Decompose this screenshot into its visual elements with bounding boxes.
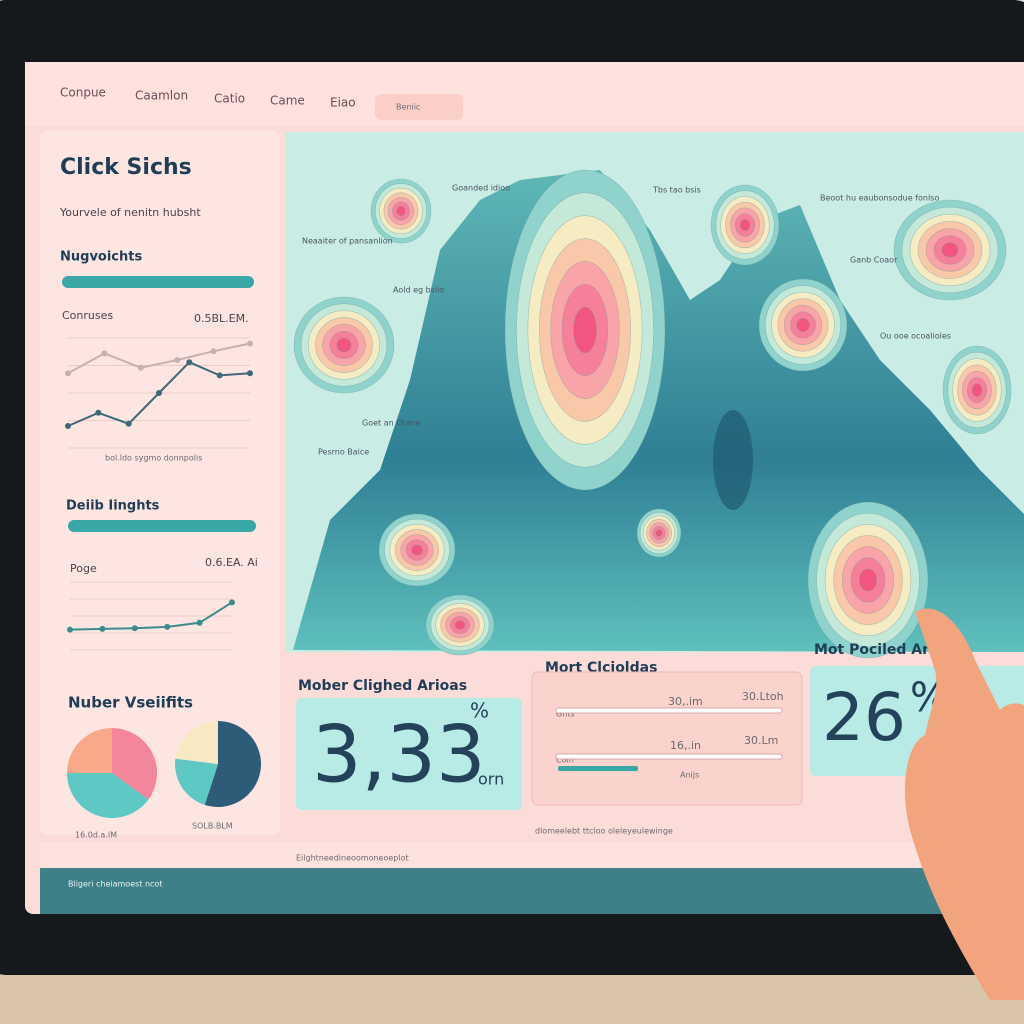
heatmap-label: Pesrno Baice [318,448,369,457]
point [95,409,102,416]
cold-spot [713,410,753,510]
chart-label: Conruses [62,309,113,322]
point [67,626,73,633]
row-left: 16,.in [670,739,701,752]
hotspot-ring [971,383,983,397]
line [67,342,251,375]
heatmap-label: Tbs tao bsis [652,186,701,195]
point [65,370,71,377]
heatmap[interactable] [285,132,1024,659]
nav-item[interactable]: Eiao [330,96,356,110]
point [131,625,138,632]
row-label: Coin [556,756,574,765]
nav-item[interactable]: Catio [214,92,245,106]
pie-caption: SOLB.BLM [192,822,233,831]
footer-text: dlomeelebt ttcloo oleleyeulewinge [535,827,673,836]
point [229,599,235,606]
chart-value: 0.5BL.EM. [194,312,249,325]
point [156,390,162,396]
heatmap-label: Goet an Otane [362,419,421,428]
heatmap-label: Ou ooe ocoalioles [880,332,951,341]
point [247,370,253,377]
point [125,420,132,427]
chart-label: Poge [70,562,97,575]
section-label: Deiib Iinghts [66,499,160,514]
card-value: 3,33 [312,710,486,800]
search-placeholder: Beniic [396,103,420,112]
point [164,623,171,630]
row-fill [558,766,638,771]
row-bar [555,707,783,714]
progress-bar [68,520,256,532]
section-label: Nugvoichts [60,250,142,265]
chart-value: 0.6.EA. Ai [205,556,258,569]
heatmap-label: Aold eg bsiio [393,286,444,295]
card-value: 26 [822,679,906,756]
point [216,372,223,379]
point [210,348,217,355]
sidebar-subtitle: Yourvele of nenitn hubsht [59,206,201,219]
card-unit: orn [478,770,504,789]
section-label: Nuber Vseiifits [68,694,193,712]
row-right: 30.Lm [744,734,778,747]
card-sup: % [470,699,489,723]
heatmap-label: Neaaiter of pansanlion [302,237,393,246]
heatmap-label: Goanded idioo [452,184,510,193]
row-label: Gnts [556,710,575,719]
card-title: Mot Pociled Areas [814,642,956,658]
point [186,359,193,366]
hotspot-ring [454,620,466,630]
progress-bar [62,276,254,288]
pie-slice [175,758,218,805]
pie-slice [67,773,149,819]
hotspot-ring [655,529,663,537]
point [174,357,181,363]
hotspot-ring [739,218,751,232]
heatmap-label: Beoot hu eaubonsodue fonlso [820,194,939,203]
pie-slice [175,721,218,764]
point [99,625,106,632]
nav-bar [25,62,1024,126]
hand [905,608,1024,1000]
nav-item[interactable]: Caamlon [135,89,188,103]
footer-text: Bligeri cheiamoest ncot [68,880,162,889]
point [247,340,253,347]
card[interactable] [296,698,522,810]
row-bar [555,753,783,760]
pie-caption: 16.0d.a.lM [75,831,117,840]
heatmap-label: Ganb Coaor [850,256,898,265]
card[interactable] [531,671,803,806]
hotspot-ring [573,306,597,354]
row-left: 30,.im [668,695,703,708]
nav-item[interactable]: Came [270,94,305,108]
pie-slice [112,728,157,800]
sidebar-title: Click Sichs [60,155,192,180]
search-box[interactable] [375,94,463,120]
hotspot-ring [411,544,423,556]
pie-slice [204,721,262,807]
card-note: Anijs [680,771,699,780]
nav-item[interactable]: Conpue [60,86,106,100]
hotspot-ring [396,206,406,216]
point [65,423,71,429]
chart-caption: bol.ldo sygmo donnpolis [105,454,202,463]
row-right: 30.Ltoh [742,690,784,703]
point [196,619,203,626]
point [137,364,144,371]
hotspot-ring [336,337,352,353]
hotspot-ring [941,242,959,258]
line [69,601,233,631]
footer-text: Eilghtneedineoomoneoeplot [296,854,409,863]
hotspot-ring [859,568,877,592]
card-title: Mober Clighed Arioas [298,678,467,694]
footer-strip [40,842,1024,868]
hotspot-ring [796,318,810,332]
sidebar [40,130,280,835]
pie-slice [67,728,112,773]
point [101,350,108,357]
